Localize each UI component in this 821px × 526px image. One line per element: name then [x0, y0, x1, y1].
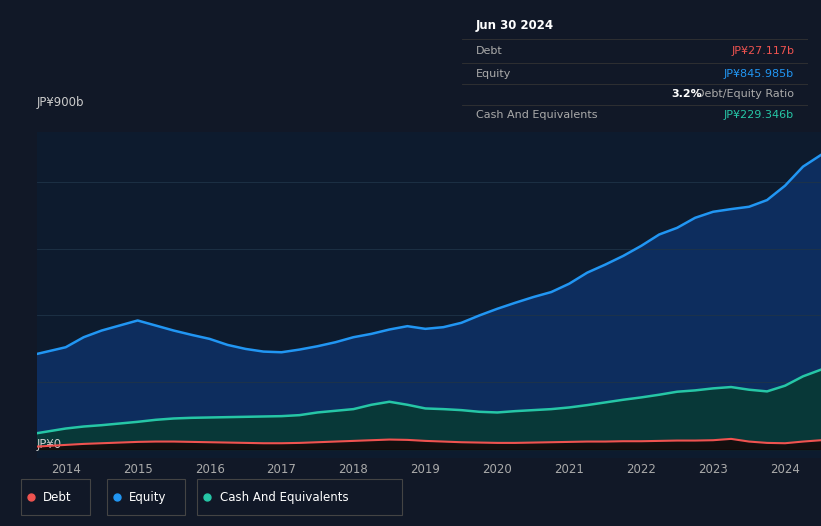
Text: Debt: Debt — [476, 46, 502, 56]
Text: Jun 30 2024: Jun 30 2024 — [476, 19, 554, 32]
Text: JP¥27.117b: JP¥27.117b — [732, 46, 794, 56]
Text: Equity: Equity — [476, 68, 511, 78]
Text: Debt/Equity Ratio: Debt/Equity Ratio — [696, 89, 794, 99]
Text: JP¥845.985b: JP¥845.985b — [724, 68, 794, 78]
Text: Equity: Equity — [130, 491, 167, 503]
Text: JP¥229.346b: JP¥229.346b — [724, 110, 794, 120]
FancyBboxPatch shape — [107, 479, 185, 515]
Text: Cash And Equivalents: Cash And Equivalents — [476, 110, 598, 120]
Text: JP¥900b: JP¥900b — [37, 96, 85, 109]
Text: 3.2%: 3.2% — [672, 89, 702, 99]
Text: JP¥0: JP¥0 — [37, 438, 62, 451]
Text: Cash And Equivalents: Cash And Equivalents — [220, 491, 348, 503]
FancyBboxPatch shape — [21, 479, 90, 515]
FancyBboxPatch shape — [197, 479, 402, 515]
Text: Debt: Debt — [44, 491, 71, 503]
